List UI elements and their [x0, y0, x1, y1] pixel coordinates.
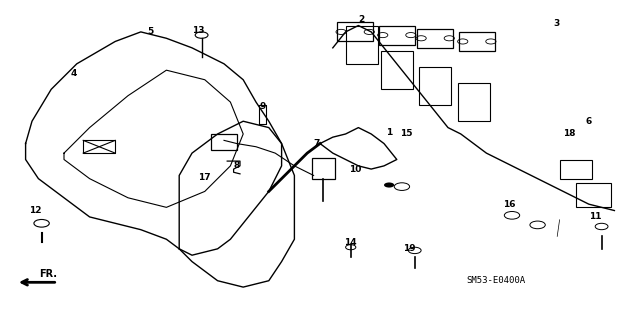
Circle shape — [384, 182, 394, 188]
Bar — [211, 134, 237, 150]
Bar — [346, 26, 378, 64]
Text: 12: 12 — [29, 206, 42, 215]
Text: 17: 17 — [198, 173, 211, 182]
Text: 9: 9 — [259, 102, 266, 111]
Text: 13: 13 — [192, 26, 205, 35]
Text: 15: 15 — [400, 130, 413, 138]
Bar — [312, 158, 335, 179]
Bar — [337, 22, 373, 41]
Text: 1: 1 — [386, 128, 392, 137]
Bar — [83, 140, 115, 153]
Text: 4: 4 — [70, 69, 77, 78]
Text: 10: 10 — [349, 165, 362, 174]
Bar — [381, 51, 413, 89]
Bar — [419, 67, 451, 105]
Bar — [459, 32, 495, 51]
Text: 11: 11 — [589, 212, 602, 221]
Text: 3: 3 — [554, 19, 560, 28]
Bar — [560, 160, 592, 179]
Text: 5: 5 — [147, 27, 154, 36]
Text: 14: 14 — [344, 238, 357, 247]
Text: 16: 16 — [502, 200, 515, 209]
Text: 8: 8 — [234, 161, 240, 170]
Text: 6: 6 — [586, 117, 592, 126]
Text: 19: 19 — [403, 244, 416, 253]
Text: 2: 2 — [358, 15, 365, 24]
Text: 7: 7 — [314, 139, 320, 148]
Bar — [458, 83, 490, 121]
Text: FR.: FR. — [39, 269, 57, 279]
Bar — [417, 29, 453, 48]
Text: SM53-E0400A: SM53-E0400A — [467, 276, 525, 285]
Bar — [576, 183, 611, 207]
Text: 18: 18 — [563, 130, 576, 138]
Bar — [379, 26, 415, 45]
